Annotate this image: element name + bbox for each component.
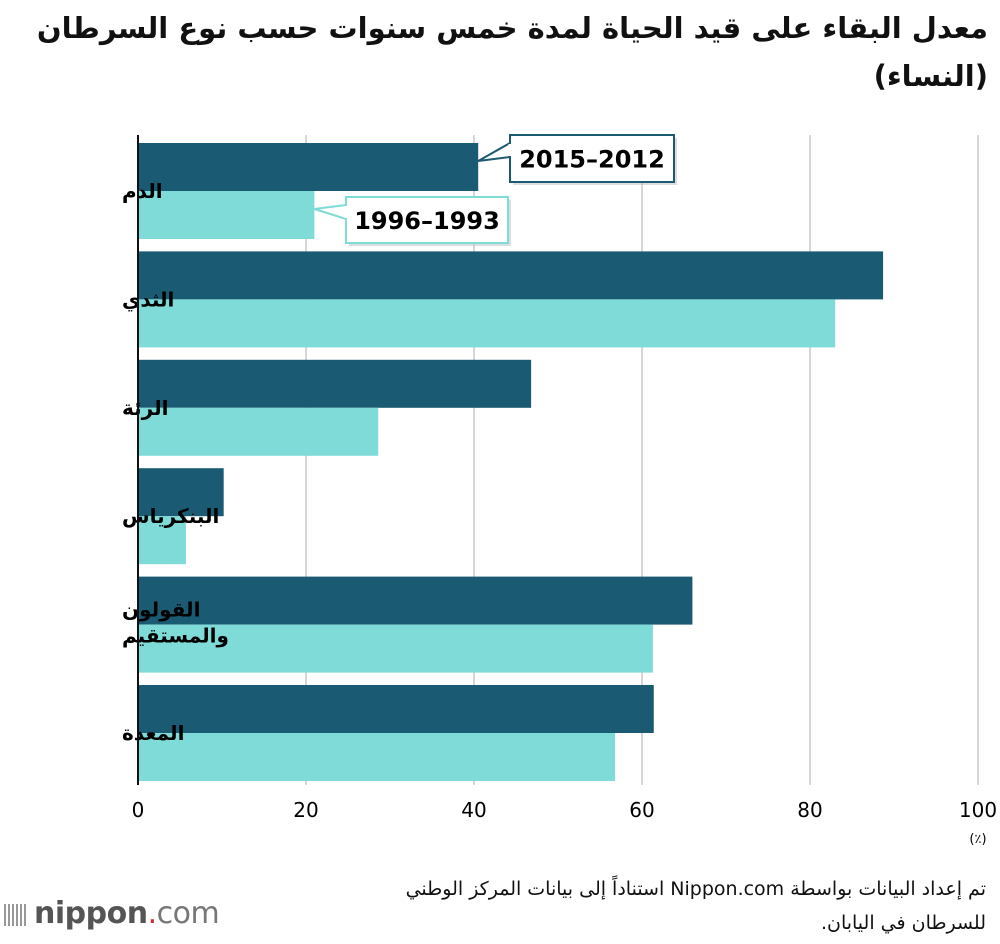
chart-title: معدل البقاء على قيد الحياة لمدة خمس سنوا…	[36, 11, 988, 93]
bar-recent	[138, 685, 654, 733]
x-tick-label: 60	[629, 798, 654, 822]
callout-box	[509, 134, 675, 183]
bar-past	[138, 733, 616, 781]
callout-pointer	[477, 141, 511, 162]
category-label: الدم	[122, 179, 163, 203]
bar-recent	[138, 576, 693, 625]
bar-past	[138, 407, 379, 456]
x-tick-label: 100	[959, 798, 997, 822]
bar-chart: 0 20 40 60 80 100 (٪) الدم الثدي الرئة البنكرياس ال…	[122, 134, 997, 847]
bar-recent	[138, 359, 532, 408]
category-label: المعدة	[122, 721, 184, 745]
bar-recent	[138, 468, 224, 517]
category-label: الرئة	[122, 396, 168, 420]
bar-recent	[138, 251, 884, 300]
logo-bars-icon	[4, 903, 28, 926]
callout-box	[345, 196, 509, 244]
category-label: القولون والمستقيم	[122, 598, 229, 648]
x-tick-label: 40	[461, 798, 486, 822]
bar-past	[138, 191, 315, 239]
category-label: البنكرياس	[122, 504, 219, 528]
nippon-logo: nippon.com	[4, 896, 220, 931]
source-note: تم إعداد البيانات بواسطة Nippon.com استن…	[405, 878, 986, 934]
bar-past	[138, 299, 836, 348]
category-label: الثدي	[122, 287, 174, 312]
legend-label: 2015–2012	[519, 146, 665, 174]
x-unit-label: (٪)	[969, 832, 986, 847]
x-tick-label: 20	[293, 798, 318, 822]
x-tick-label: 0	[132, 798, 145, 822]
bar-recent	[138, 143, 479, 191]
x-tick-label: 80	[797, 798, 822, 822]
legend-label: 1996–1993	[354, 207, 500, 235]
bar-past	[138, 516, 186, 565]
callout-pointer	[314, 203, 347, 221]
bar-past	[138, 624, 653, 673]
